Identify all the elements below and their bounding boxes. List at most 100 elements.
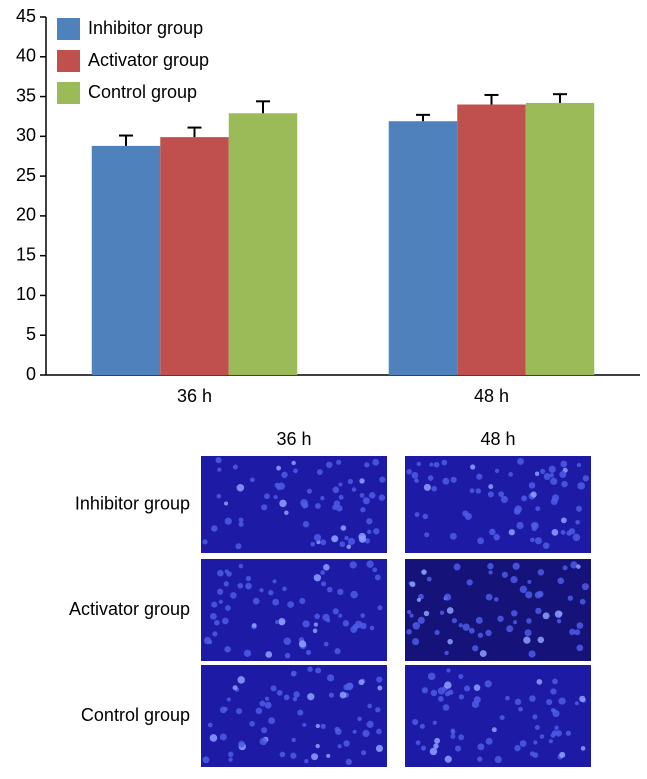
y-tick-label: 10 (16, 284, 36, 304)
nucleus (209, 734, 218, 742)
nucleus (430, 689, 438, 697)
nucleus (211, 525, 218, 532)
nucleus (274, 619, 280, 625)
nucleus (300, 498, 308, 507)
nucleus (477, 743, 485, 751)
nucleus (468, 627, 475, 634)
nucleus (542, 542, 550, 549)
nucleus (432, 720, 437, 725)
nucleus (281, 471, 288, 478)
nucleus (323, 564, 330, 571)
y-tick-label: 30 (16, 125, 36, 145)
nucleus (249, 720, 255, 727)
nucleus (316, 469, 323, 475)
nucleus (293, 468, 298, 474)
nucleus (554, 610, 563, 618)
nucleus (552, 710, 560, 718)
nucleus (475, 616, 483, 624)
legend-swatch (57, 18, 80, 40)
nucleus (429, 462, 434, 467)
nucleus (259, 700, 266, 707)
nucleus (268, 717, 276, 725)
nucleus (372, 458, 380, 466)
nucleus (447, 638, 453, 645)
nucleus (560, 460, 568, 468)
nucleus (207, 722, 213, 728)
nucleus (505, 695, 510, 701)
nucleus (268, 589, 274, 596)
nucleus (530, 537, 535, 543)
micrograph (201, 665, 387, 767)
nucleus (511, 610, 518, 617)
nucleus (575, 505, 583, 512)
nucleus (534, 471, 540, 476)
nucleus (485, 593, 493, 601)
column-label: 36 h (276, 429, 311, 449)
nucleus (513, 508, 521, 515)
micrograph-bg (201, 559, 387, 661)
nucleus (550, 688, 557, 695)
nucleus (406, 609, 412, 615)
legend-label: Control group (88, 82, 197, 102)
nucleus (350, 590, 358, 599)
nucleus (345, 758, 352, 765)
nucleus (499, 715, 505, 721)
nucleus (284, 510, 289, 516)
nucleus (554, 725, 559, 730)
nucleus (362, 729, 370, 738)
nucleus (570, 561, 578, 569)
nucleus (322, 613, 330, 622)
nucleus (498, 491, 505, 498)
nucleus (550, 708, 555, 713)
y-tick-label: 20 (16, 205, 36, 225)
nucleus (212, 631, 218, 637)
nucleus (228, 751, 234, 758)
nucleus (434, 737, 441, 744)
nucleus (236, 483, 245, 492)
nucleus (479, 650, 487, 658)
nucleus (537, 590, 544, 598)
nucleus (366, 720, 374, 728)
nucleus (320, 570, 325, 575)
nucleus (314, 613, 320, 620)
error-bar (187, 126, 202, 138)
nucleus (534, 725, 540, 730)
y-tick-label: 15 (16, 244, 36, 264)
nucleus (359, 493, 365, 498)
nucleus (315, 723, 320, 729)
nucleus (323, 641, 329, 647)
nucleus (528, 482, 536, 489)
error-bar (256, 100, 270, 114)
nucleus (510, 576, 518, 584)
nucleus (232, 464, 238, 470)
nucleus (232, 685, 238, 691)
nucleus (228, 757, 233, 762)
nucleus (423, 610, 430, 617)
nucleus (276, 689, 283, 696)
error-bar (119, 134, 133, 146)
nucleus (373, 528, 380, 535)
nucleus (424, 532, 430, 538)
nucleus (446, 607, 454, 614)
nucleus (236, 708, 243, 715)
nucleus (352, 729, 357, 734)
nucleus (433, 743, 439, 749)
nucleus (466, 579, 473, 586)
nucleus (517, 457, 524, 465)
nucleus (567, 595, 574, 601)
nucleus (514, 698, 522, 706)
nucleus (368, 492, 376, 499)
nucleus (566, 530, 572, 536)
nucleus (291, 672, 296, 677)
nucleus (576, 564, 581, 569)
nucleus (463, 685, 471, 692)
nucleus (284, 652, 291, 659)
nucleus (536, 679, 543, 685)
nucleus (437, 687, 446, 695)
nucleus (343, 740, 350, 747)
nucleus (278, 617, 286, 626)
nucleus (313, 574, 322, 582)
nucleus (364, 462, 370, 468)
nucleus (458, 734, 465, 741)
